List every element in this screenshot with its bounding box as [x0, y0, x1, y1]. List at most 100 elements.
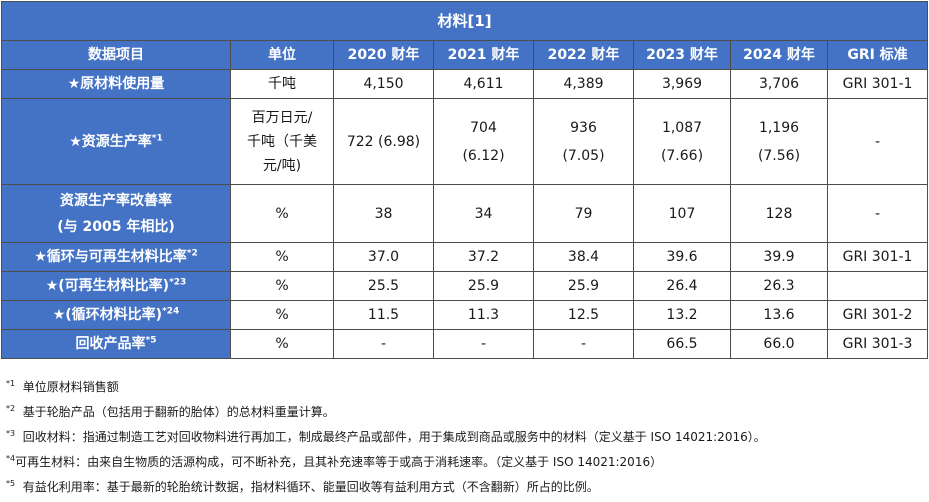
cell-2024: 39.9 — [730, 242, 828, 272]
cell-2023: 66.5 — [633, 329, 731, 359]
table-row: 资源生产率改善率 (与 2005 年相比) % 38 34 79 107 128 … — [1, 184, 929, 243]
cell-2024: 13.6 — [730, 300, 828, 330]
cell-unit: % — [230, 184, 334, 243]
footnote-mark: *4 — [6, 454, 16, 463]
table-row: ★资源生产率*1 百万日元/ 千吨（千美 元/吨) 722 (6.98) 704… — [1, 98, 929, 185]
table-row: ★原材料使用量 千吨 4,150 4,611 4,389 3,969 3,706… — [1, 69, 929, 99]
row-label: ★(循环材料比率)*24 — [1, 300, 231, 330]
cell-2023: 3,969 — [633, 69, 731, 99]
footnote-mark: *2 — [6, 404, 16, 413]
cell-gri: - — [826, 184, 929, 243]
footnote: *4可再生材料：由来自生物质的活源构成，可不断补充，且其补充速率等于或高于消耗速… — [6, 450, 926, 475]
value-line: 936 — [570, 119, 597, 136]
cell-2023: 13.2 — [633, 300, 731, 330]
cell-2022: 936 (7.05) — [533, 98, 634, 185]
row-label: ★循环与可再生材料比率*2 — [1, 242, 231, 272]
cell-2020: 38 — [333, 184, 434, 243]
cell-2023: 39.6 — [633, 242, 731, 272]
cell-2022: 4,389 — [533, 69, 634, 99]
cell-2021: 11.3 — [433, 300, 534, 330]
cell-2020: 722 (6.98) — [333, 98, 434, 185]
footnote: *3 回收材料：指通过制造工艺对回收物料进行再加工，制成最终产品或部件，用于集成… — [6, 425, 926, 450]
row-label: ★(可再生材料比率)*23 — [1, 271, 231, 301]
cell-unit: % — [230, 242, 334, 272]
table-title: 材料[1] — [0, 1, 929, 41]
row-label: ★资源生产率*1 — [1, 98, 231, 185]
value-line: 1,196 — [758, 119, 800, 136]
cell-2022: 79 — [533, 184, 634, 243]
header-2020: 2020 财年 — [333, 40, 434, 70]
footnote: *1 单位原材料销售额 — [6, 375, 926, 400]
cell-2022: 38.4 — [533, 242, 634, 272]
footnote-mark: *5 — [145, 335, 157, 346]
footnote-text: 单位原材料销售额 — [22, 380, 119, 394]
cell-unit: 百万日元/ 千吨（千美 元/吨) — [230, 98, 334, 185]
cell-2024: 3,706 — [730, 69, 828, 99]
footnote: *2 基于轮胎产品（包括用于翻新的胎体）的总材料重量计算。 — [6, 400, 926, 425]
cell-gri: - — [826, 98, 929, 185]
cell-2023: 1,087 (7.66) — [633, 98, 731, 185]
cell-2024: 26.3 — [730, 271, 828, 301]
cell-2024: 128 — [730, 184, 828, 243]
cell-gri: GRI 301-2 — [826, 300, 929, 330]
cell-2020: 37.0 — [333, 242, 434, 272]
footnote-mark: *1 — [151, 132, 163, 143]
cell-2021: 25.9 — [433, 271, 534, 301]
cell-2024: 66.0 — [730, 329, 828, 359]
value-line: (6.12) — [462, 147, 505, 164]
cell-unit: % — [230, 271, 334, 301]
label-line: 资源生产率改善率 — [60, 192, 172, 209]
cell-unit: % — [230, 329, 334, 359]
cell-2021: 704 (6.12) — [433, 98, 534, 185]
cell-2020: 11.5 — [333, 300, 434, 330]
row-label: 回收产品率*5 — [1, 329, 231, 359]
cell-2021: 37.2 — [433, 242, 534, 272]
footnote-mark: *5 — [6, 479, 16, 488]
label-line: (与 2005 年相比) — [57, 218, 175, 235]
header-2024: 2024 财年 — [730, 40, 828, 70]
value-line: (7.05) — [562, 147, 605, 164]
footnote-text: 有益化利用率：基于最新的轮胎统计数据，指材料循环、能量回收等有益利用方式（不含翻… — [22, 480, 599, 494]
header-gri: GRI 标准 — [826, 40, 929, 70]
footnote-mark: *24 — [162, 306, 180, 317]
cell-2024: 1,196 (7.56) — [730, 98, 828, 185]
value-line: 1,087 — [661, 119, 703, 136]
unit-line: 元/吨) — [262, 157, 302, 174]
header-2021: 2021 财年 — [433, 40, 534, 70]
value-line: (7.66) — [660, 147, 704, 164]
header-item: 数据项目 — [1, 40, 231, 70]
footnote-mark: *2 — [186, 248, 198, 259]
table-row: ★(可再生材料比率)*23 % 25.5 25.9 25.9 26.4 26.3 — [1, 271, 929, 301]
materials-table: 材料[1] 数据项目 单位 2020 财年 2021 财年 2022 财年 20… — [0, 1, 929, 359]
cell-2020: - — [333, 329, 434, 359]
value-line: 704 — [470, 119, 497, 136]
materials-table-container: 材料[1] 数据项目 单位 2020 财年 2021 财年 2022 财年 20… — [0, 1, 929, 359]
footnote-text: 回收材料：指通过制造工艺对回收物料进行再加工，制成最终产品或部件，用于集成到商品… — [22, 430, 766, 444]
cell-2020: 4,150 — [333, 69, 434, 99]
cell-gri: GRI 301-1 — [826, 242, 929, 272]
row-label: ★原材料使用量 — [1, 69, 231, 99]
cell-2021: - — [433, 329, 534, 359]
cell-gri: GRI 301-3 — [826, 329, 929, 359]
header-unit: 单位 — [230, 40, 334, 70]
cell-2022: - — [533, 329, 634, 359]
table-row: ★(循环材料比率)*24 % 11.5 11.3 12.5 13.2 13.6 … — [1, 300, 929, 330]
row-label: 资源生产率改善率 (与 2005 年相比) — [1, 184, 231, 243]
footnote-mark: *1 — [6, 379, 16, 388]
cell-2020: 25.5 — [333, 271, 434, 301]
cell-2023: 26.4 — [633, 271, 731, 301]
header-2022: 2022 财年 — [533, 40, 634, 70]
footnote: *5 有益化利用率：基于最新的轮胎统计数据，指材料循环、能量回收等有益利用方式（… — [6, 475, 926, 500]
table-row: ★循环与可再生材料比率*2 % 37.0 37.2 38.4 39.6 39.9… — [1, 242, 929, 272]
cell-2023: 107 — [633, 184, 731, 243]
table-row: 回收产品率*5 % - - - 66.5 66.0 GRI 301-3 — [1, 329, 929, 359]
footnote-mark: *3 — [6, 429, 16, 438]
unit-line: 百万日元/ — [251, 109, 313, 126]
footnotes: *1 单位原材料销售额 *2 基于轮胎产品（包括用于翻新的胎体）的总材料重量计算… — [6, 375, 926, 500]
cell-gri: GRI 301-1 — [826, 69, 929, 99]
header-row: 数据项目 单位 2020 财年 2021 财年 2022 财年 2023 财年 … — [1, 40, 929, 70]
footnote-text: 基于轮胎产品（包括用于翻新的胎体）的总材料重量计算。 — [22, 405, 335, 419]
footnote-mark: *23 — [169, 277, 187, 288]
cell-2022: 25.9 — [533, 271, 634, 301]
unit-line: 千吨（千美 — [247, 133, 317, 150]
